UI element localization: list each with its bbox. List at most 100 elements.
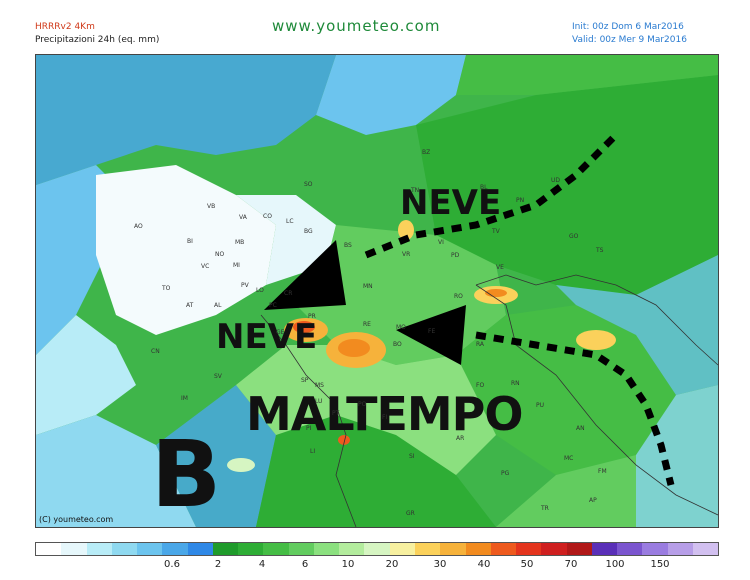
color-swatch — [187, 543, 213, 555]
city-label-pv: PV — [241, 282, 249, 289]
city-label-ra: RA — [476, 341, 485, 348]
scale-tick-label: 70 — [564, 559, 578, 570]
neve-north-label: NEVE — [400, 183, 502, 223]
init-time: Init: 00z Dom 6 Mar2016 — [572, 22, 684, 32]
color-swatch — [692, 543, 719, 555]
city-label-ap: AP — [589, 497, 597, 504]
city-label-vr: VR — [402, 251, 411, 258]
color-swatch — [364, 543, 390, 555]
color-scale-ticks: 0.6 2 4 6 10 20 30 40 50 70 100 150 — [35, 559, 719, 573]
copyright-label: (C) youmeteo.com — [39, 515, 114, 524]
city-label-bs: BS — [344, 242, 352, 249]
color-swatch — [516, 543, 542, 555]
city-label-bl: BL — [480, 184, 488, 191]
city-label-to: TO — [162, 285, 171, 292]
scale-tick-label: 30 — [433, 559, 447, 570]
city-label-al: AL — [214, 302, 222, 309]
city-label-tn: TN — [411, 187, 420, 194]
site-url[interactable]: www.youmeteo.com — [272, 17, 441, 35]
color-swatch — [86, 543, 112, 555]
color-swatch — [162, 543, 188, 555]
city-label-po: PO — [358, 401, 367, 408]
city-label-gr: GR — [406, 510, 415, 517]
city-label-sp: SP — [301, 377, 309, 384]
color-swatch — [212, 543, 239, 555]
city-label-va: VA — [239, 214, 247, 221]
low-pressure-symbol: B — [151, 421, 222, 528]
city-label-co: CO — [263, 213, 272, 220]
city-label-bg: BG — [304, 228, 313, 235]
color-swatch — [288, 543, 314, 555]
scale-tick-label: 150 — [650, 559, 670, 570]
color-swatch — [61, 543, 87, 555]
city-label-bi: BI — [187, 238, 193, 245]
city-label-pr: PR — [308, 313, 316, 320]
city-label-go: GO — [569, 233, 579, 240]
city-label-fi: FI — [382, 414, 388, 421]
city-label-pi: PI — [306, 425, 312, 432]
city-label-ud: UD — [551, 177, 561, 184]
city-label-mo: MO — [396, 324, 406, 331]
city-label-pg: PG — [501, 470, 510, 477]
city-label-at: AT — [186, 302, 194, 309]
city-label-si: SI — [409, 453, 415, 460]
scale-tick-label: 0.6 — [164, 559, 180, 570]
city-label-mn: MN — [363, 283, 373, 290]
city-label-ro: RO — [454, 293, 463, 300]
city-label-fe: FE — [428, 328, 436, 335]
scale-tick-label: 20 — [385, 559, 399, 570]
city-label-cr: CR — [284, 290, 293, 297]
city-label-ve: VE — [496, 264, 504, 271]
color-swatch — [389, 543, 415, 555]
color-scale — [35, 542, 719, 556]
scale-tick-label: 10 — [341, 559, 355, 570]
color-swatch — [440, 543, 466, 555]
color-swatch — [617, 543, 643, 555]
city-label-pn: PN — [516, 197, 525, 204]
city-label-pt: PT — [332, 410, 340, 417]
city-label-ms: MS — [315, 382, 324, 389]
color-swatch — [263, 543, 289, 555]
city-label-pd: PD — [451, 252, 460, 259]
city-label-fo: FO — [476, 382, 485, 389]
city-label-bz: BZ — [422, 149, 431, 156]
neve-west-label: NEVE — [216, 317, 318, 357]
city-label-tr: TR — [541, 505, 549, 512]
color-swatch — [414, 543, 441, 555]
city-label-re: RE — [363, 321, 371, 328]
scale-tick-label: 6 — [301, 559, 309, 570]
city-label-sv: SV — [214, 373, 222, 380]
color-swatch — [238, 543, 264, 555]
city-label-mi: MI — [233, 262, 240, 269]
city-label-so: SO — [304, 181, 313, 188]
city-label-pc: PC — [269, 302, 277, 309]
city-label-lo: LO — [256, 287, 264, 294]
scale-tick-label: 2 — [214, 559, 222, 570]
map-field — [36, 55, 718, 527]
city-label-mc: MC — [564, 455, 574, 462]
color-swatch — [111, 543, 138, 555]
color-swatch — [490, 543, 517, 555]
color-swatch — [566, 543, 592, 555]
city-label-ts: TS — [596, 247, 604, 254]
city-label-vb: VB — [207, 203, 216, 210]
city-label-lc: LC — [286, 218, 294, 225]
city-label-tv: TV — [492, 228, 500, 235]
scale-tick-label: 40 — [477, 559, 491, 570]
city-label-rn: RN — [511, 380, 520, 387]
parameter-label: Precipitazioni 24h (eq. mm) — [35, 35, 160, 45]
city-label-im: IM — [181, 395, 188, 402]
city-label-ar: AR — [456, 435, 465, 442]
precipitation-map: NEVE NEVE MALTEMPO B (C) youmeteo.com SO… — [35, 54, 719, 528]
scale-tick-label: 50 — [520, 559, 534, 570]
color-swatch — [642, 543, 668, 555]
city-label-cn: CN — [151, 348, 160, 355]
color-swatch — [36, 543, 62, 555]
color-swatch — [591, 543, 618, 555]
color-swatch — [339, 543, 365, 555]
valid-time: Valid: 00z Mer 9 Mar2016 — [572, 35, 687, 45]
city-label-no: NO — [215, 251, 225, 258]
city-label-li: LI — [310, 448, 316, 455]
city-label-pu: PU — [536, 402, 545, 409]
scale-tick-label: 100 — [605, 559, 625, 570]
